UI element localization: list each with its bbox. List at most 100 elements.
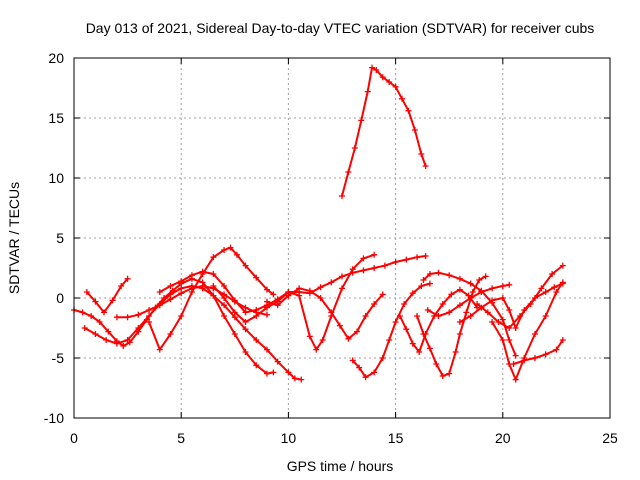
x-tick-label: 5: [177, 430, 185, 446]
y-tick-label: 15: [48, 110, 64, 126]
data-point: [231, 309, 238, 316]
data-point: [512, 325, 519, 331]
data-point: [467, 280, 474, 287]
series-trace-n: [424, 281, 513, 319]
data-point: [231, 297, 238, 304]
data-point: [409, 290, 416, 297]
data-point: [506, 307, 513, 313]
data-point: [396, 313, 403, 319]
data-point: [227, 244, 234, 251]
x-axis-label: GPS time / hours: [287, 458, 394, 474]
data-point: [516, 313, 523, 319]
data-point: [345, 169, 352, 175]
data-point: [242, 319, 249, 325]
data-point: [188, 272, 195, 279]
series-line: [83, 285, 303, 381]
series-line: [341, 66, 427, 197]
data-point: [499, 337, 506, 343]
data-point: [210, 283, 217, 289]
data-point: [83, 289, 90, 295]
series-trace-o: [456, 280, 566, 331]
data-point: [167, 283, 174, 289]
data-point: [538, 285, 545, 292]
data-point: [386, 79, 393, 85]
data-point: [221, 283, 228, 289]
data-point: [296, 292, 303, 299]
data-point: [553, 346, 560, 353]
data-point: [253, 362, 260, 369]
data-point: [253, 337, 260, 343]
y-tick-label: 20: [48, 50, 64, 66]
data-point: [420, 277, 427, 283]
data-point: [167, 296, 174, 303]
data-point: [403, 256, 410, 263]
data-point: [435, 313, 442, 319]
data-point: [506, 337, 513, 343]
data-point: [379, 291, 386, 298]
y-tick-label: 10: [48, 170, 64, 186]
data-point: [506, 281, 513, 288]
data-point: [371, 265, 378, 271]
data-point: [328, 279, 335, 286]
data-point: [426, 280, 433, 287]
data-point: [452, 349, 459, 355]
data-point: [124, 337, 131, 343]
data-point: [456, 331, 463, 337]
data-point: [456, 319, 463, 325]
data-point: [242, 349, 249, 355]
data-point: [364, 88, 371, 95]
data-point: [478, 289, 485, 295]
data-point: [416, 349, 423, 355]
data-point: [113, 314, 120, 321]
series-trace-j: [349, 280, 433, 381]
data-point: [512, 352, 519, 359]
data-series: [71, 64, 566, 383]
data-point: [422, 163, 429, 169]
data-point: [178, 278, 185, 285]
y-tick-labels: -10 -5 0 5 10 15 20: [44, 50, 64, 426]
data-point: [242, 309, 249, 316]
data-point: [253, 274, 260, 281]
data-point: [349, 357, 356, 364]
data-point: [559, 262, 566, 269]
series-line: [416, 275, 487, 377]
data-point: [124, 275, 131, 282]
data-point: [339, 193, 345, 199]
data-point: [448, 291, 455, 298]
data-point: [439, 373, 446, 379]
data-point: [446, 370, 453, 377]
data-point: [233, 251, 240, 258]
data-point: [81, 325, 88, 331]
data-point: [386, 337, 393, 343]
data-point: [178, 313, 185, 319]
data-point: [263, 370, 270, 377]
data-point: [521, 357, 528, 364]
data-point: [188, 289, 195, 295]
data-point: [351, 145, 358, 151]
data-point: [345, 335, 352, 342]
data-point: [371, 369, 378, 376]
data-point: [358, 117, 365, 124]
data-point: [446, 272, 453, 279]
data-point: [495, 319, 502, 325]
series-trace-c: [83, 275, 131, 316]
data-point: [146, 319, 153, 325]
data-point: [551, 284, 558, 291]
x-tick-label: 25: [602, 430, 618, 446]
data-point: [156, 346, 163, 353]
data-point: [512, 376, 519, 383]
data-point: [354, 328, 361, 335]
data-point: [298, 376, 305, 383]
data-point: [285, 292, 292, 299]
data-point: [467, 295, 474, 301]
data-point: [124, 314, 131, 321]
grid-lines: [74, 58, 610, 418]
data-point: [113, 340, 120, 347]
data-point: [263, 298, 270, 305]
data-point: [263, 304, 270, 311]
data-point: [210, 271, 217, 277]
data-point: [392, 259, 399, 265]
data-point: [510, 361, 517, 367]
data-point: [489, 297, 496, 304]
